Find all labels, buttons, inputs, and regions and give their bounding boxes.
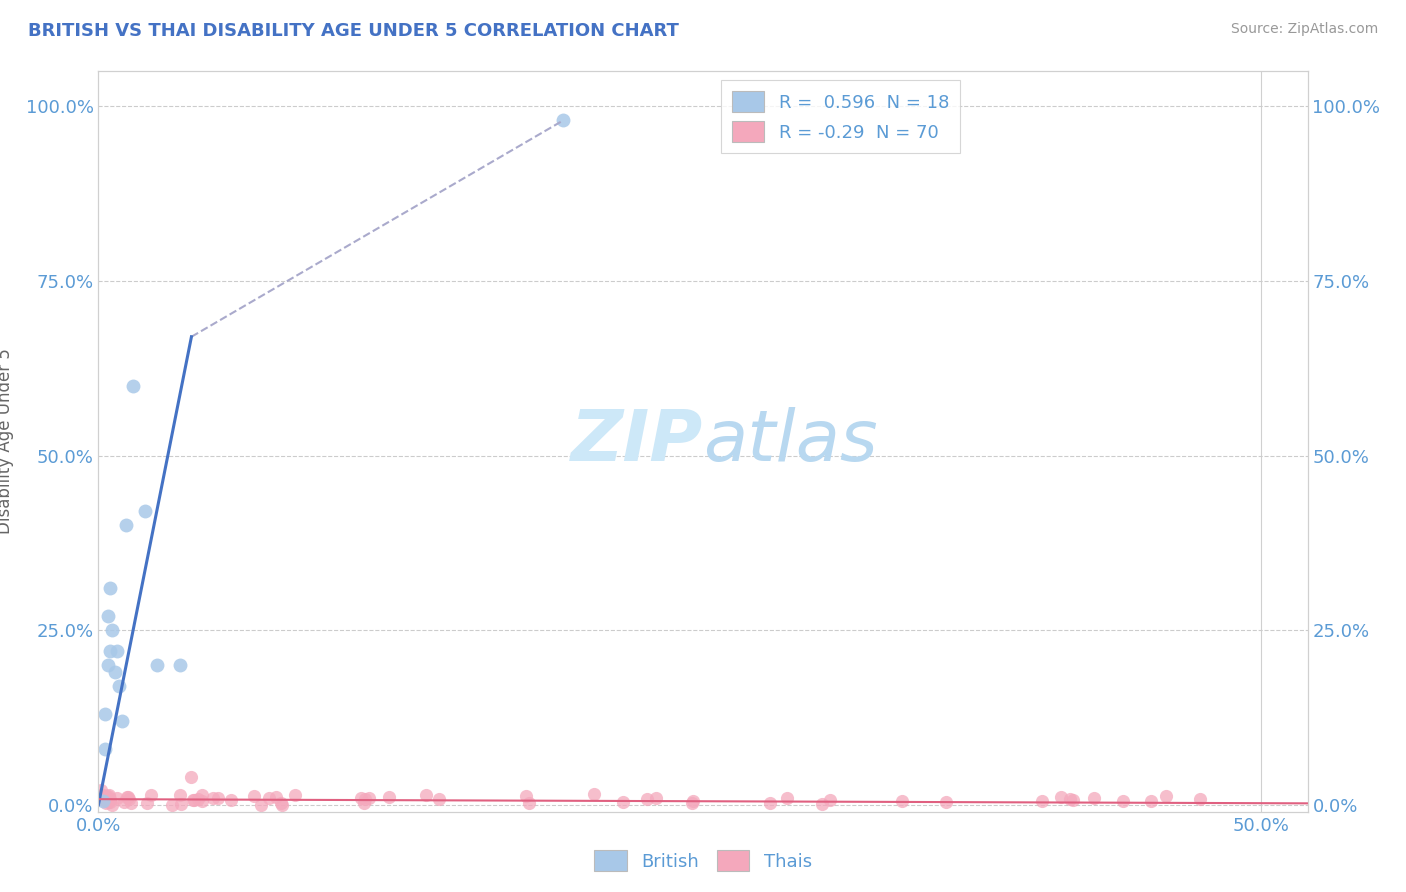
Point — [270, 797, 292, 811]
Point — [97, 788, 120, 802]
Point — [644, 790, 666, 805]
Point — [141, 788, 163, 802]
Point — [1112, 794, 1135, 808]
Point — [98, 581, 121, 595]
Point — [818, 793, 841, 807]
Text: Source: ZipAtlas.com: Source: ZipAtlas.com — [1230, 22, 1378, 37]
Point — [90, 792, 112, 806]
Point — [169, 658, 191, 673]
Point — [98, 792, 121, 806]
Point — [96, 794, 118, 808]
Point — [94, 791, 117, 805]
Point — [264, 789, 287, 804]
Point — [145, 658, 167, 673]
Point — [270, 797, 292, 812]
Point — [1083, 790, 1105, 805]
Text: BRITISH VS THAI DISABILITY AGE UNDER 5 CORRELATION CHART: BRITISH VS THAI DISABILITY AGE UNDER 5 C… — [28, 22, 679, 40]
Point — [98, 644, 121, 658]
Text: ZIP: ZIP — [571, 407, 703, 476]
Point — [98, 796, 121, 810]
Point — [353, 797, 375, 811]
Point — [636, 791, 658, 805]
Point — [101, 623, 124, 637]
Point — [515, 789, 537, 803]
Point — [136, 796, 159, 810]
Point — [115, 518, 138, 533]
Point — [96, 796, 118, 810]
Point — [134, 504, 156, 518]
Point — [681, 797, 703, 811]
Point — [111, 714, 134, 728]
Point — [191, 789, 214, 803]
Point — [243, 789, 266, 803]
Point — [105, 644, 128, 658]
Point — [427, 792, 450, 806]
Point — [354, 792, 377, 806]
Point — [94, 706, 117, 721]
Point — [682, 794, 704, 808]
Point — [1154, 789, 1177, 803]
Point — [170, 797, 193, 811]
Point — [93, 788, 115, 802]
Point — [180, 770, 202, 784]
Point — [1140, 794, 1163, 808]
Point — [350, 790, 373, 805]
Point — [583, 787, 606, 801]
Point — [94, 742, 117, 756]
Point — [100, 797, 122, 812]
Point — [108, 679, 131, 693]
Point — [758, 796, 780, 810]
Point — [257, 790, 280, 805]
Point — [1188, 792, 1211, 806]
Point — [90, 788, 112, 802]
Point — [90, 783, 112, 797]
Point — [120, 797, 142, 811]
Point — [357, 791, 380, 805]
Point — [169, 788, 191, 802]
Point — [250, 797, 273, 812]
Point — [160, 797, 183, 812]
Point — [94, 789, 117, 803]
Point — [201, 791, 224, 805]
Point — [97, 795, 120, 809]
Point — [207, 791, 229, 805]
Point — [1059, 791, 1081, 805]
Point — [112, 795, 135, 809]
Point — [118, 791, 141, 805]
Point — [187, 791, 209, 805]
Point — [122, 378, 145, 392]
Legend: R =  0.596  N = 18, R = -0.29  N = 70: R = 0.596 N = 18, R = -0.29 N = 70 — [721, 80, 960, 153]
Point — [415, 788, 437, 802]
Y-axis label: Disability Age Under 5: Disability Age Under 5 — [0, 349, 14, 534]
Point — [97, 658, 120, 673]
Point — [1062, 793, 1084, 807]
Point — [284, 788, 307, 802]
Point — [115, 789, 138, 804]
Point — [810, 797, 832, 811]
Point — [1031, 794, 1053, 808]
Point — [612, 796, 634, 810]
Point — [1049, 790, 1071, 805]
Point — [97, 609, 120, 624]
Point — [891, 793, 914, 807]
Point — [117, 789, 139, 804]
Point — [517, 797, 540, 811]
Point — [104, 665, 127, 679]
Point — [107, 791, 129, 805]
Point — [181, 793, 204, 807]
Point — [776, 791, 799, 805]
Point — [219, 793, 242, 807]
Point — [91, 794, 114, 808]
Point — [378, 789, 401, 804]
Point — [553, 113, 575, 128]
Point — [935, 795, 957, 809]
Point — [191, 794, 214, 808]
Point — [183, 792, 205, 806]
Point — [97, 789, 120, 803]
Legend: British, Thais: British, Thais — [586, 843, 820, 879]
Text: atlas: atlas — [703, 407, 877, 476]
